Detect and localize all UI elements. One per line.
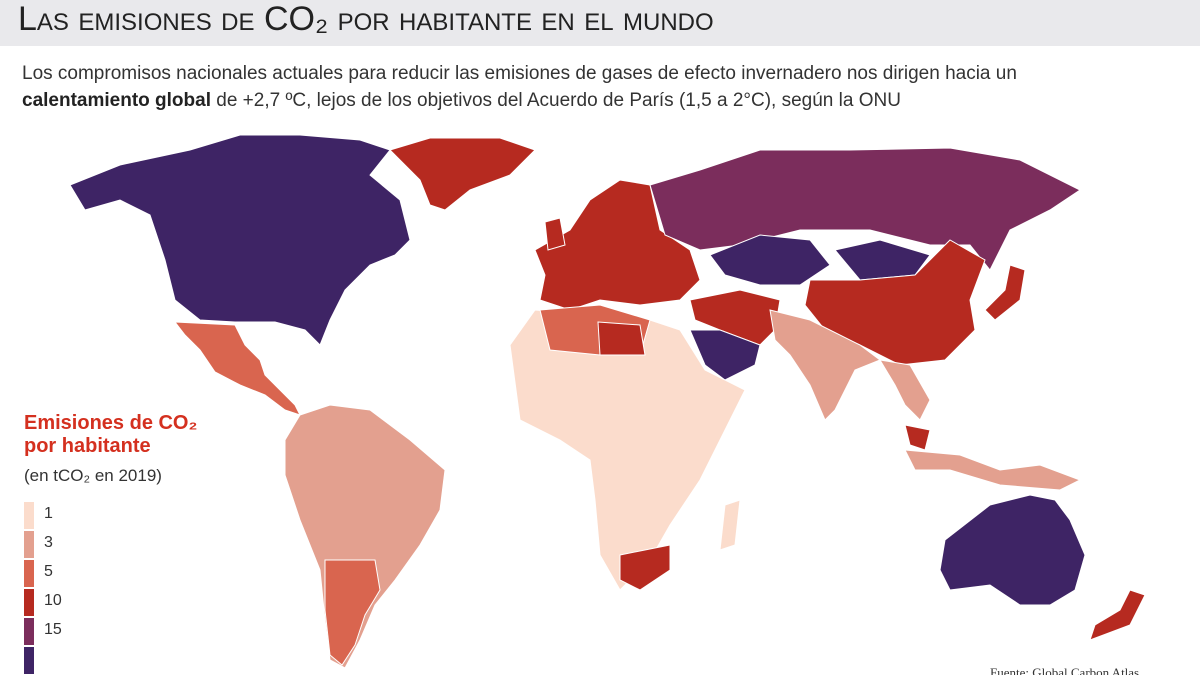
europe	[534, 179, 701, 311]
mexico	[173, 321, 301, 416]
legend-swatch	[24, 502, 34, 529]
india	[769, 309, 882, 421]
saudi-arabia	[689, 329, 761, 381]
malaysia	[904, 424, 931, 451]
south-america	[284, 404, 446, 669]
argentina	[324, 559, 381, 666]
subtitle: Los compromisos nacionales actuales para…	[22, 60, 1082, 114]
legend-title: Emisiones de CO₂ por habitante	[24, 412, 198, 457]
central-asia	[709, 234, 831, 286]
title: Las emisiones de CO₂ por habitante en el…	[18, 0, 714, 38]
legend-label: 3	[44, 534, 53, 551]
north-america	[69, 134, 411, 346]
australia	[939, 494, 1086, 606]
subtitle-text: de +2,7 ºC, lejos de los objetivos del A…	[210, 90, 901, 111]
legend-note: (en tCO₂ en 2019)	[24, 466, 162, 485]
new-zealand	[1089, 589, 1146, 641]
legend-swatch	[24, 618, 34, 645]
mongolia	[834, 239, 931, 281]
subtitle-text: Los compromisos nacionales actuales para…	[22, 63, 1017, 84]
title-band	[0, 0, 1200, 46]
legend-swatch	[24, 560, 34, 587]
legend-swatch	[24, 531, 34, 558]
uk	[544, 217, 566, 251]
greenland	[389, 137, 536, 211]
legend-swatch	[24, 589, 34, 616]
middle-east	[689, 289, 781, 346]
legend-swatch	[24, 647, 34, 674]
legend-label: 1	[44, 505, 53, 522]
southeast-asia	[879, 359, 931, 421]
legend-label: 10	[44, 592, 62, 609]
indonesia	[904, 449, 1082, 491]
subtitle-emphasis: calentamiento global	[22, 90, 211, 111]
libya	[597, 321, 646, 356]
japan	[984, 264, 1026, 321]
madagascar	[719, 499, 741, 551]
legend-swatches	[24, 502, 34, 674]
legend-label: 15	[44, 621, 62, 638]
legend-label: 5	[44, 563, 53, 580]
south-africa	[619, 544, 671, 591]
source: Fuente: Global Carbon Atlas	[990, 665, 1140, 675]
